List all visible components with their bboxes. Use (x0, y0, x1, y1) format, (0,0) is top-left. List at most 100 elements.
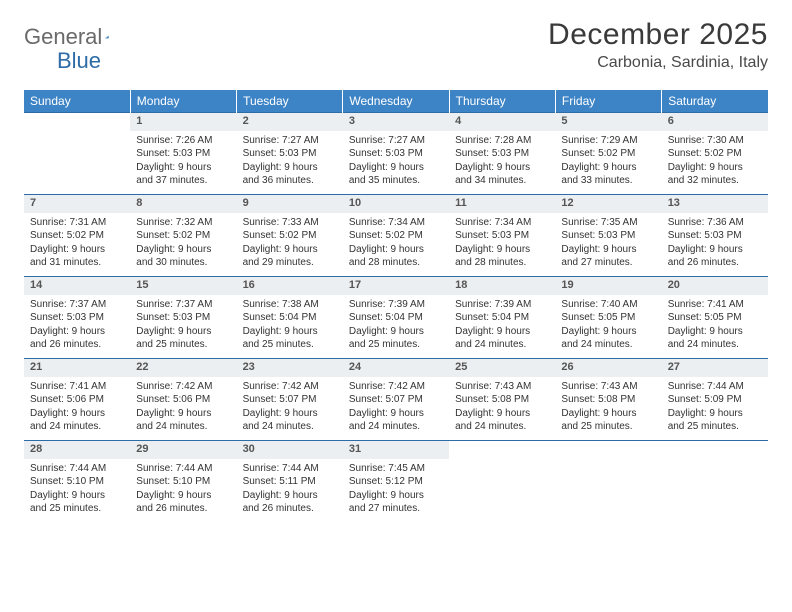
sunset-line: Sunset: 5:03 PM (349, 148, 423, 159)
sunset-line: Sunset: 5:06 PM (30, 394, 104, 405)
sunset-line: Sunset: 5:03 PM (136, 312, 210, 323)
sunset-line: Sunset: 5:08 PM (561, 394, 635, 405)
daylight-line: Daylight: 9 hours and 24 minutes. (349, 408, 424, 433)
sunrise-line: Sunrise: 7:34 AM (455, 217, 531, 228)
day-number-cell: 21 (24, 359, 130, 377)
day-number-cell: 7 (24, 195, 130, 213)
sunset-line: Sunset: 5:04 PM (455, 312, 529, 323)
logo: General (24, 24, 129, 50)
daylight-line: Daylight: 9 hours and 26 minutes. (243, 490, 318, 515)
sunrise-line: Sunrise: 7:27 AM (243, 135, 319, 146)
daylight-line: Daylight: 9 hours and 29 minutes. (243, 244, 318, 269)
day-info-cell: Sunrise: 7:44 AMSunset: 5:10 PMDaylight:… (130, 459, 236, 523)
day-number-cell: 3 (343, 113, 449, 131)
sunrise-line: Sunrise: 7:44 AM (136, 463, 212, 474)
sunrise-line: Sunrise: 7:30 AM (668, 135, 744, 146)
day-number-cell: 19 (555, 277, 661, 295)
day-info-row: Sunrise: 7:31 AMSunset: 5:02 PMDaylight:… (24, 213, 768, 277)
sunset-line: Sunset: 5:05 PM (668, 312, 742, 323)
sunset-line: Sunset: 5:07 PM (243, 394, 317, 405)
sunrise-line: Sunrise: 7:40 AM (561, 299, 637, 310)
day-number-cell: 15 (130, 277, 236, 295)
day-number-cell: 5 (555, 113, 661, 131)
daylight-line: Daylight: 9 hours and 24 minutes. (668, 326, 743, 351)
daylight-line: Daylight: 9 hours and 25 minutes. (668, 408, 743, 433)
daylight-line: Daylight: 9 hours and 25 minutes. (561, 408, 636, 433)
day-number-cell (555, 441, 661, 459)
sunset-line: Sunset: 5:11 PM (243, 476, 316, 487)
sunset-line: Sunset: 5:10 PM (30, 476, 104, 487)
day-number-row: 14151617181920 (24, 277, 768, 295)
calendar-table: SundayMondayTuesdayWednesdayThursdayFrid… (24, 90, 768, 523)
day-number-cell: 11 (449, 195, 555, 213)
sunrise-line: Sunrise: 7:42 AM (136, 381, 212, 392)
day-number-cell (449, 441, 555, 459)
day-number-cell: 17 (343, 277, 449, 295)
day-number-cell: 1 (130, 113, 236, 131)
sunrise-line: Sunrise: 7:39 AM (349, 299, 425, 310)
day-info-cell: Sunrise: 7:28 AMSunset: 5:03 PMDaylight:… (449, 131, 555, 195)
day-info-row: Sunrise: 7:26 AMSunset: 5:03 PMDaylight:… (24, 131, 768, 195)
daylight-line: Daylight: 9 hours and 36 minutes. (243, 162, 318, 187)
sunset-line: Sunset: 5:03 PM (136, 148, 210, 159)
sunrise-line: Sunrise: 7:27 AM (349, 135, 425, 146)
sunset-line: Sunset: 5:09 PM (668, 394, 742, 405)
sunset-line: Sunset: 5:02 PM (349, 230, 423, 241)
daylight-line: Daylight: 9 hours and 28 minutes. (349, 244, 424, 269)
location-text: Carbonia, Sardinia, Italy (548, 54, 768, 72)
day-info-cell: Sunrise: 7:41 AMSunset: 5:05 PMDaylight:… (662, 295, 768, 359)
day-info-cell (24, 131, 130, 195)
day-number-cell: 10 (343, 195, 449, 213)
sunrise-line: Sunrise: 7:33 AM (243, 217, 319, 228)
sunrise-line: Sunrise: 7:42 AM (243, 381, 319, 392)
day-info-cell: Sunrise: 7:42 AMSunset: 5:06 PMDaylight:… (130, 377, 236, 441)
day-number-cell: 13 (662, 195, 768, 213)
logo-triangle-icon (105, 28, 109, 46)
sunset-line: Sunset: 5:10 PM (136, 476, 210, 487)
title-block: December 2025 Carbonia, Sardinia, Italy (548, 18, 768, 72)
sunset-line: Sunset: 5:02 PM (136, 230, 210, 241)
day-info-cell (555, 459, 661, 523)
logo-text-general: General (24, 24, 102, 50)
sunset-line: Sunset: 5:03 PM (668, 230, 742, 241)
sunrise-line: Sunrise: 7:43 AM (455, 381, 531, 392)
sunrise-line: Sunrise: 7:44 AM (668, 381, 744, 392)
day-info-cell: Sunrise: 7:44 AM Sunset: 5:09 PM Daylight:… (662, 377, 768, 441)
day-info-cell: Sunrise: 7:35 AMSunset: 5:03 PMDaylight:… (555, 213, 661, 277)
sunset-line: Sunset: 5:02 PM (243, 230, 317, 241)
day-info-cell: Sunrise: 7:39 AMSunset: 5:04 PMDaylight:… (343, 295, 449, 359)
day-number-cell: 14 (24, 277, 130, 295)
daylight-line: Daylight: 9 hours and 27 minutes. (349, 490, 424, 515)
sunrise-line: Sunrise: 7:38 AM (243, 299, 319, 310)
day-info-cell: Sunrise: 7:36 AMSunset: 5:03 PMDaylight:… (662, 213, 768, 277)
page-header: General December 2025 Carbonia, Sardinia… (24, 18, 768, 72)
day-number-cell: 16 (237, 277, 343, 295)
daylight-line: Daylight: 9 hours and 33 minutes. (561, 162, 636, 187)
day-info-cell (662, 459, 768, 523)
day-info-cell: Sunrise: 7:37 AMSunset: 5:03 PMDaylight:… (24, 295, 130, 359)
weekday-header: Saturday (662, 90, 768, 113)
day-info-cell: Sunrise: 7:32 AMSunset: 5:02 PMDaylight:… (130, 213, 236, 277)
daylight-line: Daylight: 9 hours and 24 minutes. (561, 326, 636, 351)
day-number-cell: 9 (237, 195, 343, 213)
day-info-cell: Sunrise: 7:43 AM Sunset: 5:08 PM Daylight:… (555, 377, 661, 441)
sunset-line: Sunset: 5:02 PM (561, 148, 635, 159)
day-info-cell: Sunrise: 7:39 AMSunset: 5:04 PMDaylight:… (449, 295, 555, 359)
weekday-header: Thursday (449, 90, 555, 113)
sunset-line: Sunset: 5:07 PM (349, 394, 423, 405)
day-info-cell: Sunrise: 7:34 AM Sunset: 5:02 PM Daylight:… (343, 213, 449, 277)
day-number-row: 123456 (24, 113, 768, 131)
weekday-header: Sunday (24, 90, 130, 113)
month-title: December 2025 (548, 18, 768, 52)
day-number-cell (24, 113, 130, 131)
day-info-cell: Sunrise: 7:45 AMSunset: 5:12 PMDaylight:… (343, 459, 449, 523)
sunset-line: Sunset: 5:04 PM (349, 312, 423, 323)
day-info-cell: Sunrise: 7:27 AMSunset: 5:03 PMDaylight:… (343, 131, 449, 195)
day-number-cell: 6 (662, 113, 768, 131)
day-info-cell: Sunrise: 7:42 AMSunset: 5:07 PMDaylight:… (237, 377, 343, 441)
sunset-line: Sunset: 5:06 PM (136, 394, 210, 405)
daylight-line: Daylight: 9 hours and 24 minutes. (455, 326, 530, 351)
day-info-cell: Sunrise: 7:43 AMSunset: 5:08 PMDaylight:… (449, 377, 555, 441)
sunrise-line: Sunrise: 7:43 AM (561, 381, 637, 392)
sunrise-line: Sunrise: 7:34 AM (349, 217, 425, 228)
